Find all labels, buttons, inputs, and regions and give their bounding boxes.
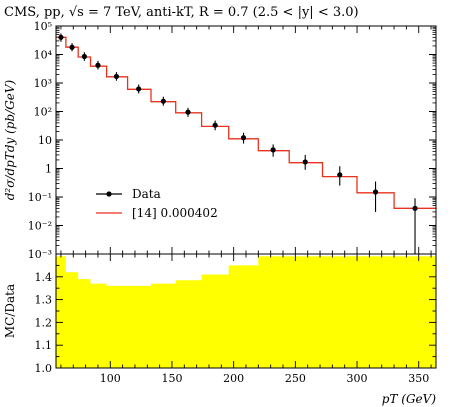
data-point — [58, 34, 64, 40]
ratio-x-tick-label: 150 — [161, 372, 182, 385]
data-point — [185, 109, 191, 115]
data-point — [113, 73, 120, 80]
data-point — [240, 135, 247, 141]
ratio-band — [56, 256, 436, 368]
data-points — [58, 33, 418, 254]
data-point — [270, 147, 276, 153]
data-point — [136, 86, 142, 92]
ratio-y-tick-label: 1.2 — [35, 316, 53, 329]
ratio-x-tick-label: 250 — [285, 372, 306, 385]
chart-title: CMS, pp, √s = 7 TeV, anti-kT, R = 0.7 (2… — [4, 5, 359, 20]
main-panel: 10⁻³ 10⁻² 10⁻¹ 1 10 10² 10³ 10⁴ 10⁵ d²σ/dpTdy (p… — [3, 20, 437, 261]
data-point — [81, 53, 87, 60]
ratio-x-tick-label: 300 — [347, 372, 368, 385]
data-point — [337, 172, 343, 178]
legend-mc-label: [14] 0.000402 — [132, 206, 218, 220]
legend-data-label: Data — [132, 187, 161, 201]
mc-step-line — [56, 36, 436, 209]
data-point — [95, 62, 101, 68]
data-point — [302, 159, 308, 165]
ratio-y-tick-label: 1.3 — [35, 294, 53, 307]
data-point — [412, 205, 418, 211]
ratio-y-label: MC/Data — [3, 284, 17, 338]
ratio-x-tick-label: 100 — [100, 372, 121, 385]
ratio-x-ticks: 100 150 200 250 300 350 — [60, 254, 432, 385]
legend-data-marker — [106, 191, 112, 197]
main-y-tick-label: 10 — [38, 134, 52, 147]
main-y-tick-label: 10³ — [34, 77, 52, 90]
main-y-tick-label: 10⁵ — [34, 20, 52, 33]
data-point — [160, 98, 166, 104]
main-y-tick-label: 10⁴ — [34, 49, 53, 62]
main-y-tick-label: 10⁻¹ — [28, 191, 52, 204]
data-point — [372, 189, 379, 195]
data-point — [69, 44, 75, 50]
data-point — [212, 122, 218, 128]
ratio-x-tick-label: 200 — [223, 372, 244, 385]
legend: Data [14] 0.000402 — [96, 187, 218, 220]
ratio-y-tick-label: 1.1 — [35, 339, 53, 352]
main-y-tick-label: 1 — [45, 163, 52, 176]
main-y-ticks: 10⁻³ 10⁻² 10⁻¹ 1 10 10² 10³ 10⁴ 10⁵ — [28, 20, 436, 261]
main-y-tick-label: 10² — [34, 106, 52, 119]
x-axis-label: pT (GeV) — [382, 392, 437, 406]
ratio-y-tick-label: 1.4 — [35, 271, 53, 284]
ratio-frame — [55, 253, 437, 369]
ratio-y-tick-label: 1.0 — [35, 362, 53, 375]
main-y-label: d²σ/dpTdy (pb/GeV) — [3, 79, 17, 200]
main-frame — [55, 25, 437, 255]
ratio-x-tick-label: 350 — [408, 372, 429, 385]
ratio-panel: 1.0 1.1 1.2 1.3 1.4 100 150 200 250 300 350 MC/Da… — [3, 253, 437, 406]
main-x-ticks — [60, 26, 432, 254]
main-y-tick-label: 10⁻² — [28, 220, 52, 233]
main-y-tick-label: 10⁻³ — [28, 248, 52, 261]
